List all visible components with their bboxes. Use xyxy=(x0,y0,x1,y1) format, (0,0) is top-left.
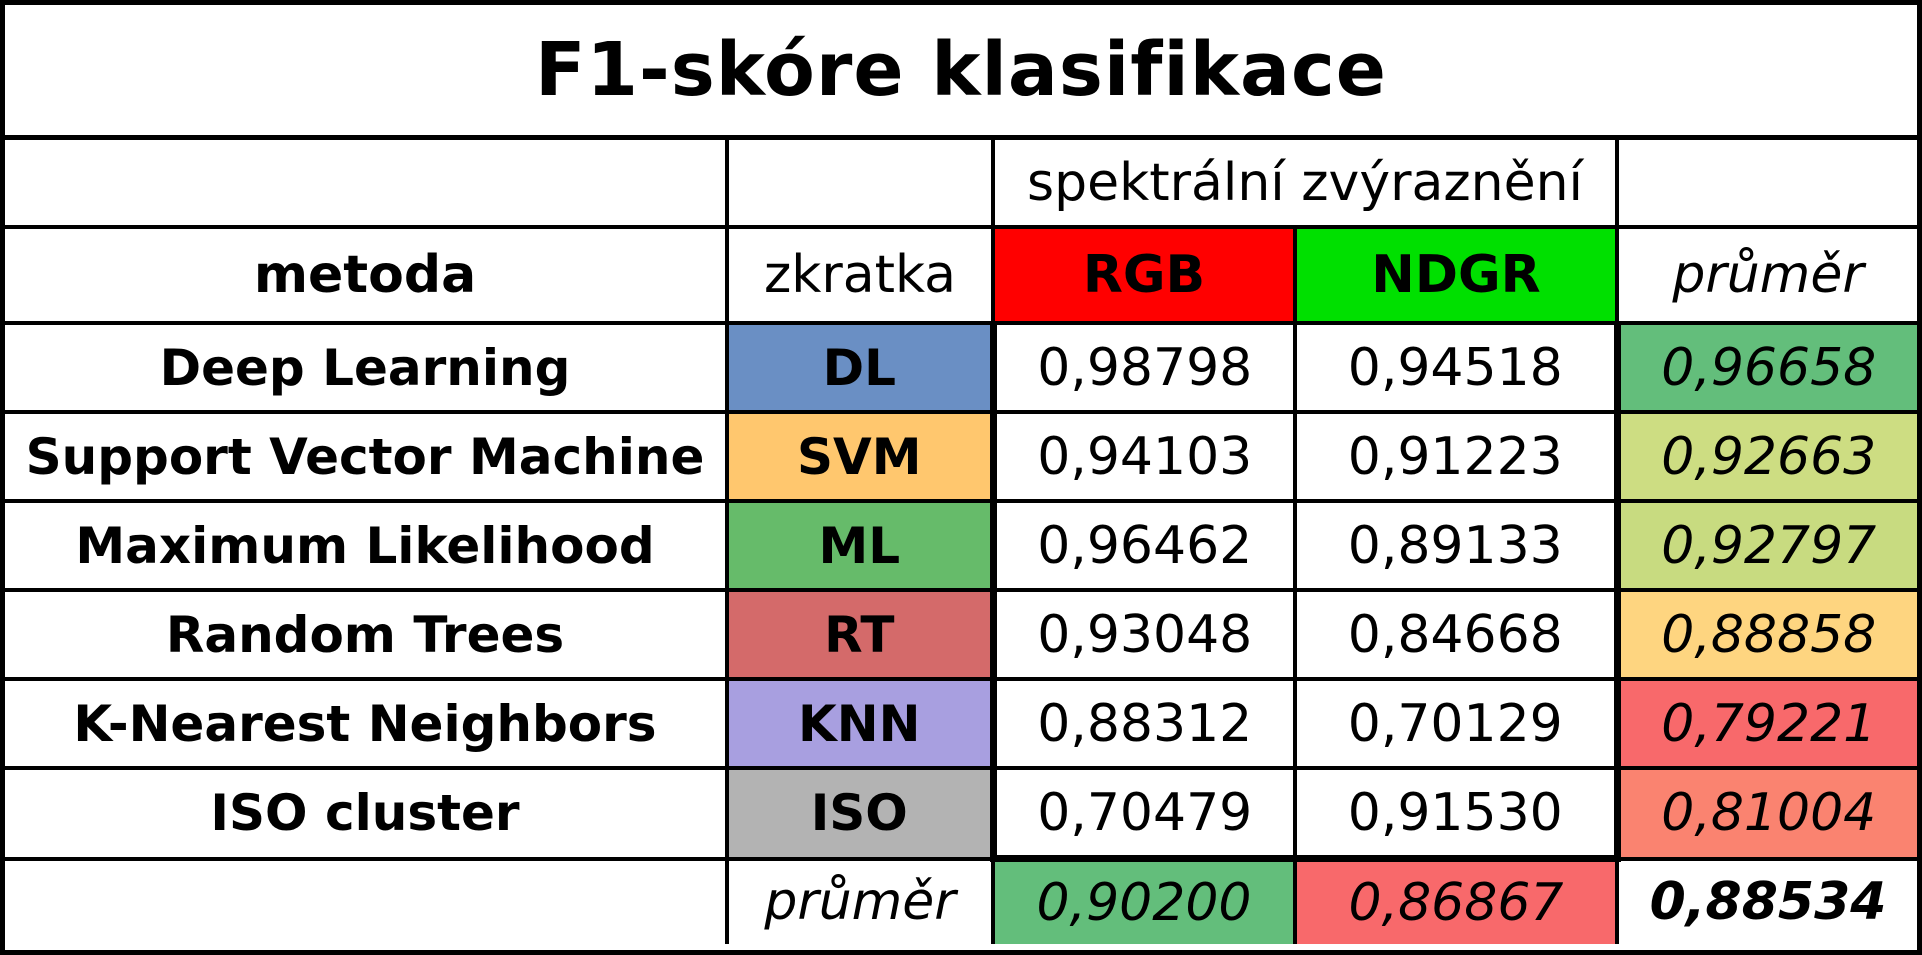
rgb-value-cell: 0,98798 xyxy=(989,321,1297,414)
rgb-value-cell: 0,88312 xyxy=(989,677,1297,770)
empty-cell xyxy=(5,140,729,229)
page-title: F1-skóre klasifikace xyxy=(535,27,1387,113)
rgb-value-cell: 0,94103 xyxy=(989,410,1297,503)
table-row: Support Vector Machine SVM 0,94103 0,912… xyxy=(5,410,1918,503)
abbr-cell: SVM xyxy=(725,410,995,503)
table-row: K-Nearest Neighbors KNN 0,88312 0,70129 … xyxy=(5,677,1918,770)
avg-value-cell: 0,92797 xyxy=(1615,499,1918,592)
ndgr-value-cell: 0,91223 xyxy=(1292,410,1621,503)
rgb-average-cell: 0,90200 xyxy=(991,856,1297,944)
method-cell: Deep Learning xyxy=(5,321,729,414)
abbr-cell: ISO xyxy=(725,766,995,861)
ndgr-value-cell: 0,84668 xyxy=(1292,588,1621,681)
footer-label: průměr xyxy=(725,856,995,944)
table-row: Maximum Likelihood ML 0,96462 0,89133 0,… xyxy=(5,499,1918,592)
table-row: Deep Learning DL 0,98798 0,94518 0,96658 xyxy=(5,321,1918,414)
ndgr-value-cell: 0,91530 xyxy=(1292,766,1621,862)
rgb-value-cell: 0,70479 xyxy=(989,766,1297,862)
header-rgb: RGB xyxy=(991,225,1297,325)
abbr-cell: DL xyxy=(725,321,995,414)
header-ndgr: NDGR xyxy=(1292,225,1620,325)
abbr-cell: KNN xyxy=(725,677,995,770)
avg-value-cell: 0,96658 xyxy=(1615,321,1918,414)
method-cell: ISO cluster xyxy=(5,766,729,861)
f1-score-table: spektrální zvýraznění metoda zkratka RGB… xyxy=(5,140,1918,944)
footer-row: průměr 0,90200 0,86867 0,88534 xyxy=(5,856,1918,944)
avg-value-cell: 0,88858 xyxy=(1615,588,1918,681)
method-cell: Support Vector Machine xyxy=(5,410,729,503)
header-avg: průměr xyxy=(1615,225,1918,325)
header-row: metoda zkratka RGB NDGR průměr xyxy=(5,225,1918,325)
table-row: Random Trees RT 0,93048 0,84668 0,88858 xyxy=(5,588,1918,681)
avg-value-cell: 0,92663 xyxy=(1615,410,1918,503)
ndgr-value-cell: 0,70129 xyxy=(1292,677,1621,770)
group-header-row: spektrální zvýraznění xyxy=(5,140,1918,229)
group-label-spectral: spektrální zvýraznění xyxy=(990,140,1620,229)
method-cell: Maximum Likelihood xyxy=(5,499,729,592)
method-cell: K-Nearest Neighbors xyxy=(5,677,729,770)
rgb-value-cell: 0,96462 xyxy=(989,499,1297,592)
abbr-cell: RT xyxy=(725,588,995,681)
ndgr-average-cell: 0,86867 xyxy=(1292,856,1620,944)
total-average-cell: 0,88534 xyxy=(1615,856,1918,944)
title-row: F1-skóre klasifikace xyxy=(5,5,1917,140)
ndgr-value-cell: 0,94518 xyxy=(1292,321,1621,414)
empty-cell xyxy=(725,140,995,229)
avg-value-cell: 0,79221 xyxy=(1615,677,1918,770)
abbr-cell: ML xyxy=(725,499,995,592)
method-cell: Random Trees xyxy=(5,588,729,681)
rgb-value-cell: 0,93048 xyxy=(989,588,1297,681)
header-method: metoda xyxy=(5,225,729,325)
ndgr-value-cell: 0,89133 xyxy=(1292,499,1621,592)
empty-cell xyxy=(5,856,729,944)
avg-value-cell: 0,81004 xyxy=(1615,766,1918,861)
empty-cell xyxy=(1615,140,1918,229)
table-row: ISO cluster ISO 0,70479 0,91530 0,81004 xyxy=(5,766,1918,862)
header-abbr: zkratka xyxy=(725,225,995,325)
